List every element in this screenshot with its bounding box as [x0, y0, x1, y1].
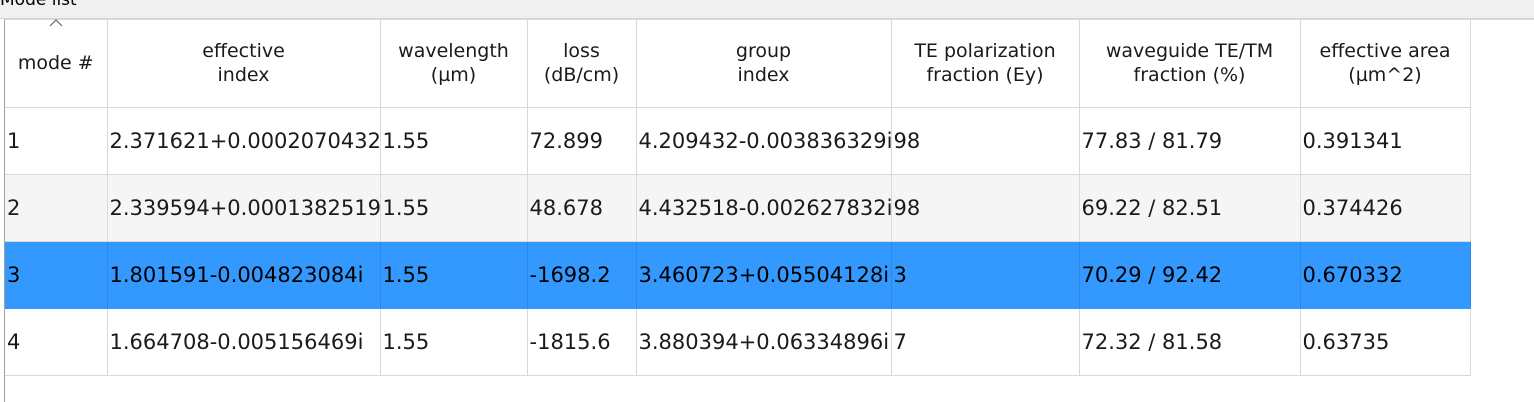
header-label: group: [735, 40, 792, 63]
cell-effective-index: 1.801591-0.004823084i: [107, 241, 381, 309]
column-header-group-index[interactable]: group index: [636, 20, 892, 108]
column-header-effective-index[interactable]: effective index: [107, 20, 381, 108]
cell-effective-index: 2.339594+0.0001382519i: [107, 174, 381, 242]
table-row[interactable]: 2 2.339594+0.0001382519i 1.55 48.678 4.4…: [5, 174, 1471, 242]
cell-wavelength: 1.55: [380, 107, 528, 175]
header-label: effective area: [1319, 40, 1451, 63]
table-row[interactable]: 1 2.371621+0.0002070432i 1.55 72.899 4.2…: [5, 107, 1471, 175]
header-label: waveguide TE/TM: [1105, 40, 1274, 63]
header-label: (µm): [430, 64, 477, 87]
column-header-effective-area[interactable]: effective area (µm^2): [1300, 20, 1471, 108]
cell-waveguide-te-tm-fraction: 77.83 / 81.79: [1079, 107, 1301, 175]
header-label: (dB/cm): [543, 64, 620, 87]
header-label: loss: [563, 40, 600, 63]
column-header-loss[interactable]: loss (dB/cm): [527, 20, 637, 108]
cell-mode-number: 3: [5, 241, 108, 309]
cell-effective-area: 0.670332: [1300, 241, 1471, 309]
header-label: index: [217, 64, 270, 87]
cell-te-polarization-fraction: 7: [891, 308, 1080, 376]
cell-effective-area: 0.63735: [1300, 308, 1471, 376]
header-row: mode # effective index wavelength (µm) l…: [5, 20, 1471, 108]
cell-wavelength: 1.55: [380, 174, 528, 242]
column-header-te-polarization-fraction[interactable]: TE polarization fraction (Ey): [891, 20, 1080, 108]
cell-te-polarization-fraction: 3: [891, 241, 1080, 309]
header-label: index: [737, 64, 790, 87]
cell-group-index: 4.432518-0.002627832i: [636, 174, 892, 242]
sort-up-chevron-icon: [49, 19, 63, 27]
cell-te-polarization-fraction: 98: [891, 107, 1080, 175]
column-header-wavelength[interactable]: wavelength (µm): [380, 20, 528, 108]
cell-mode-number: 2: [5, 174, 108, 242]
cell-group-index: 3.880394+0.06334896i: [636, 308, 892, 376]
cell-loss: 48.678: [527, 174, 637, 242]
header-label: TE polarization: [914, 40, 1056, 63]
cell-te-polarization-fraction: 98: [891, 174, 1080, 242]
group-box-title: Mode list: [0, 0, 81, 9]
cell-waveguide-te-tm-fraction: 70.29 / 92.42: [1079, 241, 1301, 309]
header-label: (µm^2): [1348, 64, 1422, 87]
cell-group-index: 3.460723+0.05504128i: [636, 241, 892, 309]
cell-waveguide-te-tm-fraction: 69.22 / 82.51: [1079, 174, 1301, 242]
cell-loss: 72.899: [527, 107, 637, 175]
mode-list-table: mode # effective index wavelength (µm) l…: [5, 20, 1471, 376]
cell-mode-number: 1: [5, 107, 108, 175]
cell-mode-number: 4: [5, 308, 108, 376]
header-label: fraction (%): [1133, 64, 1246, 87]
cell-wavelength: 1.55: [380, 308, 528, 376]
header-label: fraction (Ey): [926, 64, 1044, 87]
cell-waveguide-te-tm-fraction: 72.32 / 81.58: [1079, 308, 1301, 376]
cell-effective-index: 1.664708-0.005156469i: [107, 308, 381, 376]
column-header-mode-number[interactable]: mode #: [5, 20, 108, 108]
cell-wavelength: 1.55: [380, 241, 528, 309]
group-box-title-strip: Mode list: [0, 0, 1534, 19]
header-label: mode #: [17, 52, 94, 75]
cell-group-index: 4.209432-0.003836329i: [636, 107, 892, 175]
header-label: wavelength: [398, 40, 509, 63]
cell-loss: -1815.6: [527, 308, 637, 376]
cell-effective-index: 2.371621+0.0002070432i: [107, 107, 381, 175]
header-label: effective: [202, 40, 285, 63]
column-header-waveguide-te-tm-fraction[interactable]: waveguide TE/TM fraction (%): [1079, 20, 1301, 108]
cell-effective-area: 0.391341: [1300, 107, 1471, 175]
cell-effective-area: 0.374426: [1300, 174, 1471, 242]
table-row[interactable]: 4 1.664708-0.005156469i 1.55 -1815.6 3.8…: [5, 308, 1471, 376]
table-row-selected[interactable]: 3 1.801591-0.004823084i 1.55 -1698.2 3.4…: [5, 241, 1471, 309]
cell-loss: -1698.2: [527, 241, 637, 309]
